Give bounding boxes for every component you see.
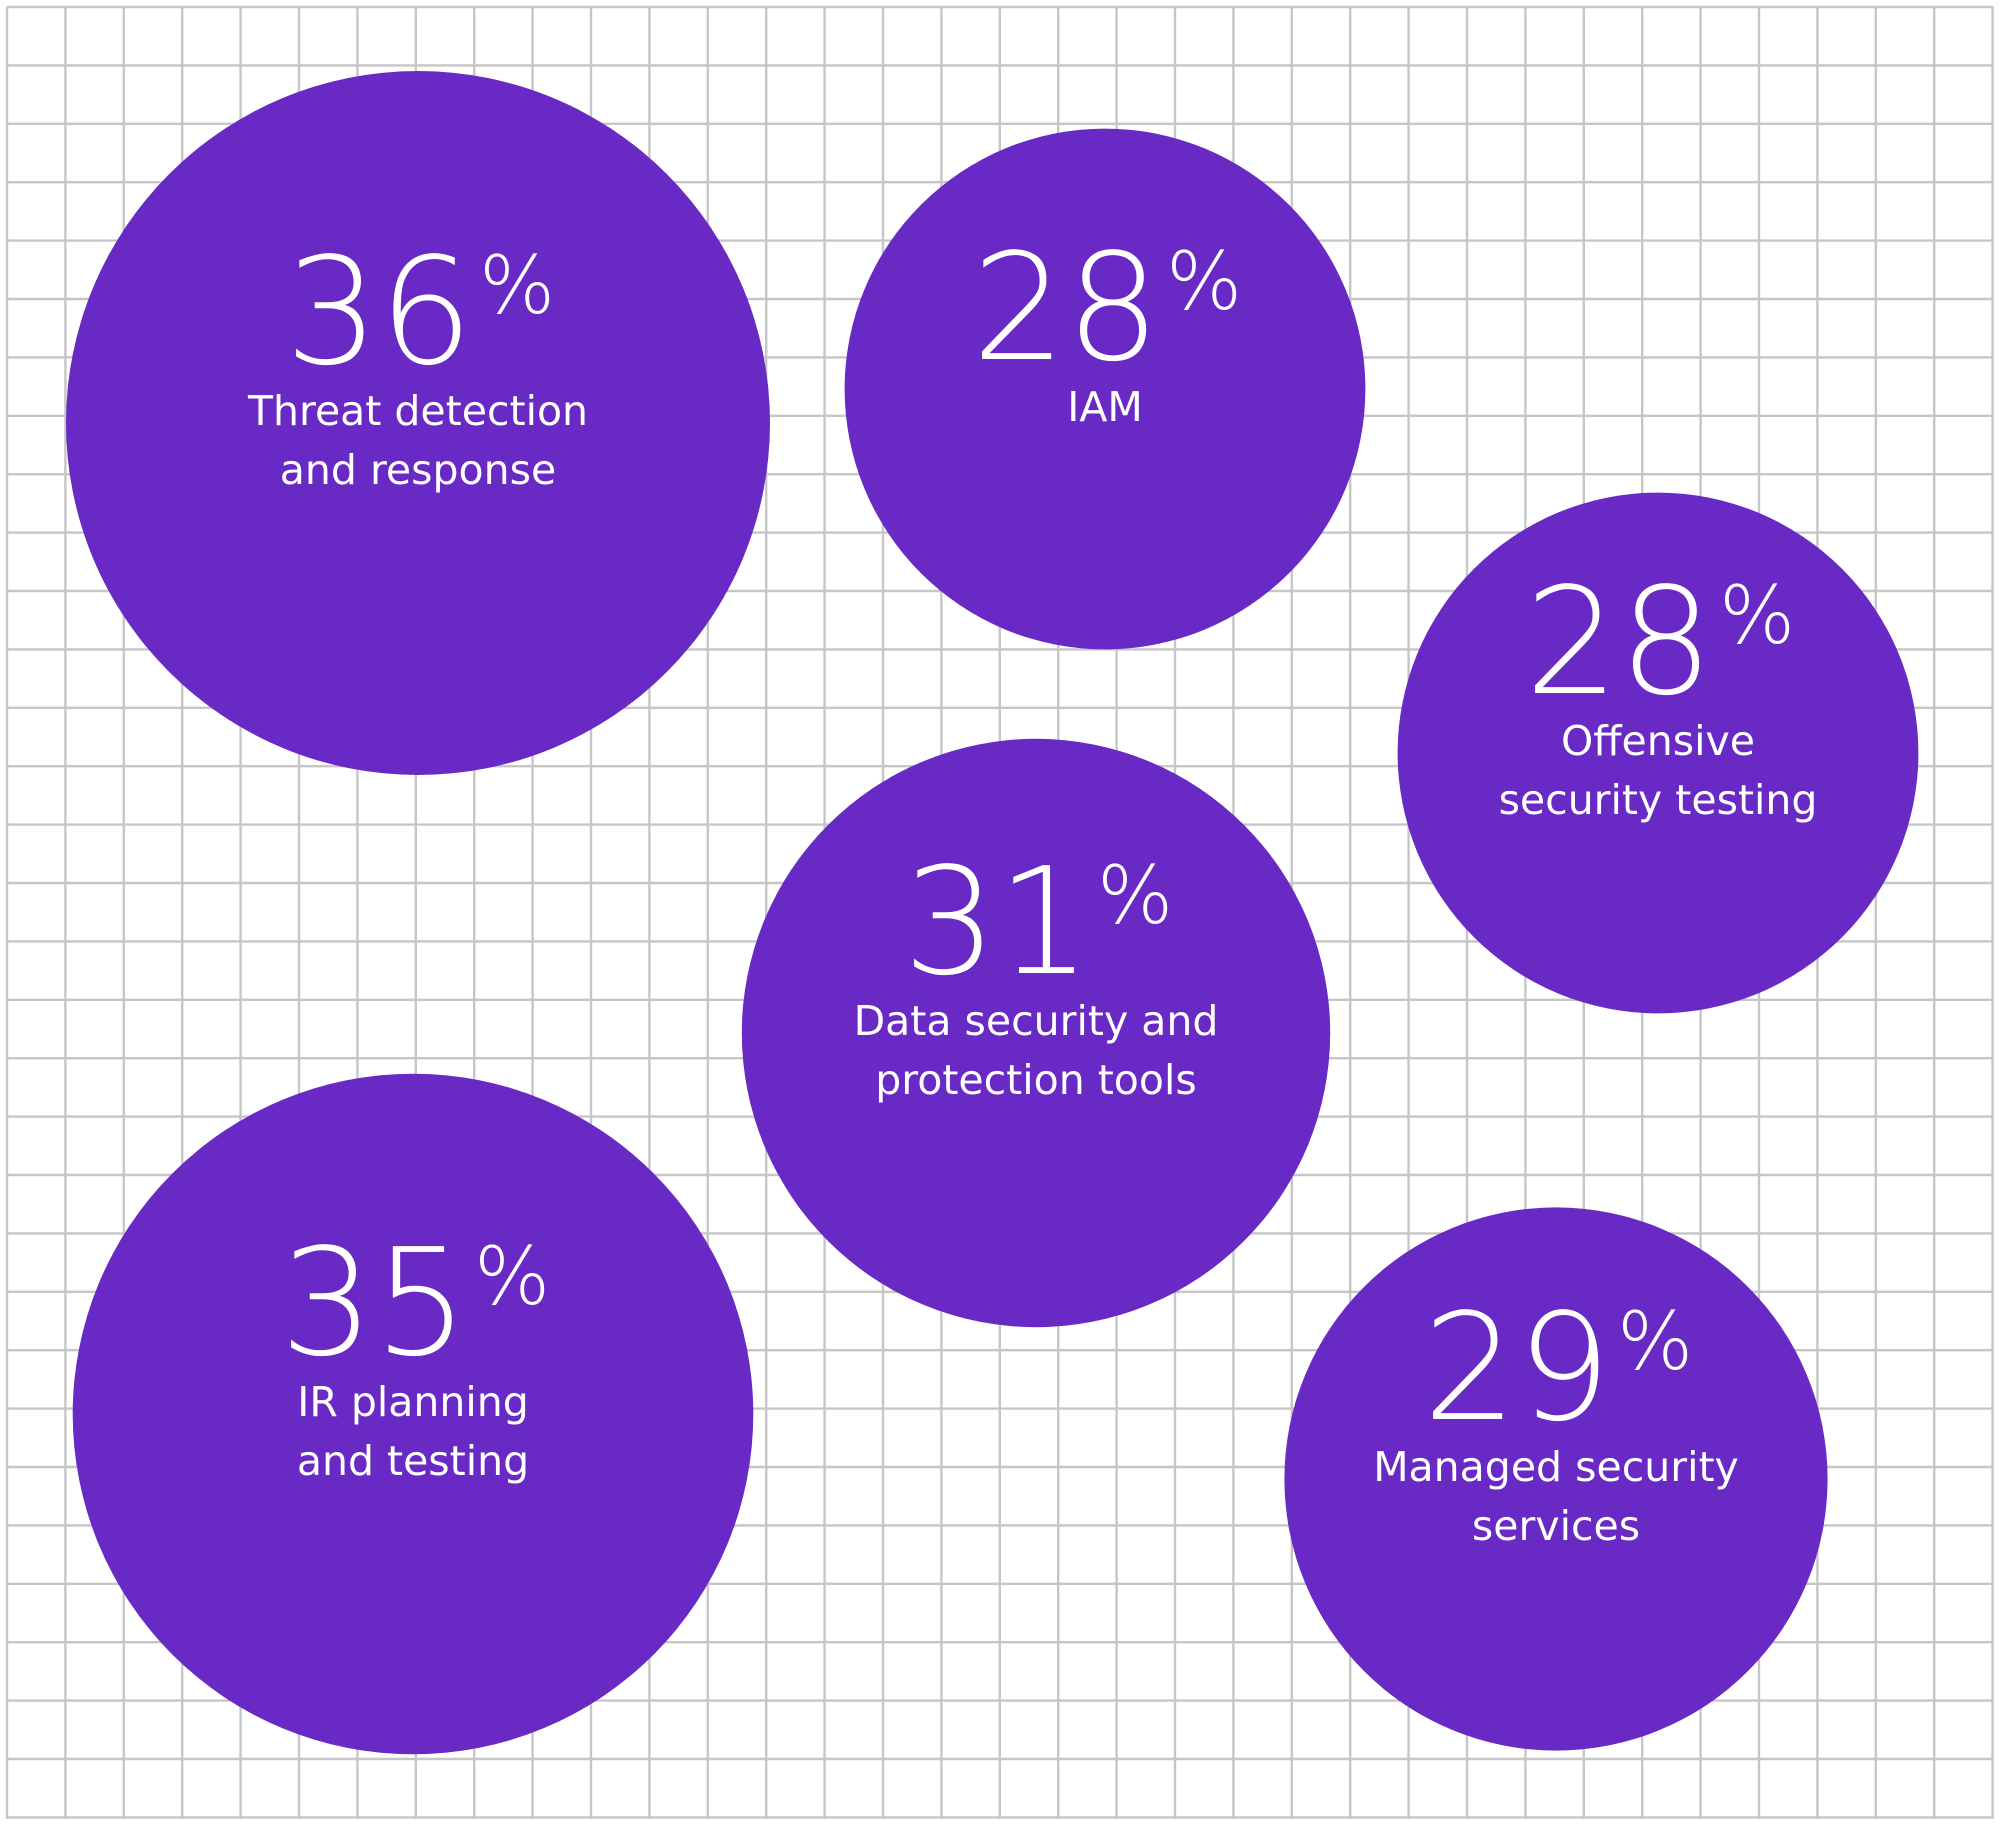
bubble	[1397, 492, 1919, 1014]
bubble	[72, 1073, 754, 1755]
bubble-label: IAM	[1067, 383, 1143, 431]
bubble-value-unit: %	[1617, 1295, 1693, 1388]
bubble-value-unit: %	[474, 1230, 550, 1323]
bubble-value: 28%	[972, 222, 1242, 394]
bubble-value: 35%	[280, 1217, 550, 1389]
bubble-label: protection tools	[875, 1056, 1196, 1104]
bubble-value-number: 35	[280, 1217, 468, 1389]
bubble-value-unit: %	[1097, 849, 1173, 942]
bubble-value: 31%	[903, 836, 1173, 1008]
bubble	[1284, 1207, 1828, 1751]
bubble-value: 28%	[1525, 556, 1795, 728]
bubble-label: Managed security	[1373, 1443, 1739, 1491]
bubble-value-unit: %	[1719, 569, 1795, 662]
bubble-value-number: 28	[1525, 556, 1713, 728]
bubble-value-number: 28	[972, 222, 1160, 394]
bubble-label: Offensive	[1561, 717, 1755, 765]
bubble-label: Threat detection	[247, 387, 588, 435]
bubble-value-number: 31	[903, 836, 1091, 1008]
bubble-group: 28%IAM	[844, 128, 1366, 650]
bubble-value-number: 29	[1423, 1282, 1611, 1454]
bubble-value-unit: %	[479, 239, 555, 332]
bubble-label: IR planning	[297, 1378, 529, 1426]
bubble-label: and response	[280, 446, 556, 494]
bubble-value: 36%	[285, 226, 555, 398]
bubble-value-unit: %	[1166, 235, 1242, 328]
bubble	[66, 71, 770, 775]
bubble	[741, 738, 1331, 1328]
bubble-value-number: 36	[285, 226, 473, 398]
bubble-label: security testing	[1499, 776, 1818, 824]
bubble-label: and testing	[297, 1437, 529, 1485]
bubble-label: services	[1472, 1502, 1640, 1550]
bubble-value: 29%	[1423, 1282, 1693, 1454]
bubble-label: Data security and	[854, 997, 1219, 1045]
bubble	[844, 128, 1366, 650]
